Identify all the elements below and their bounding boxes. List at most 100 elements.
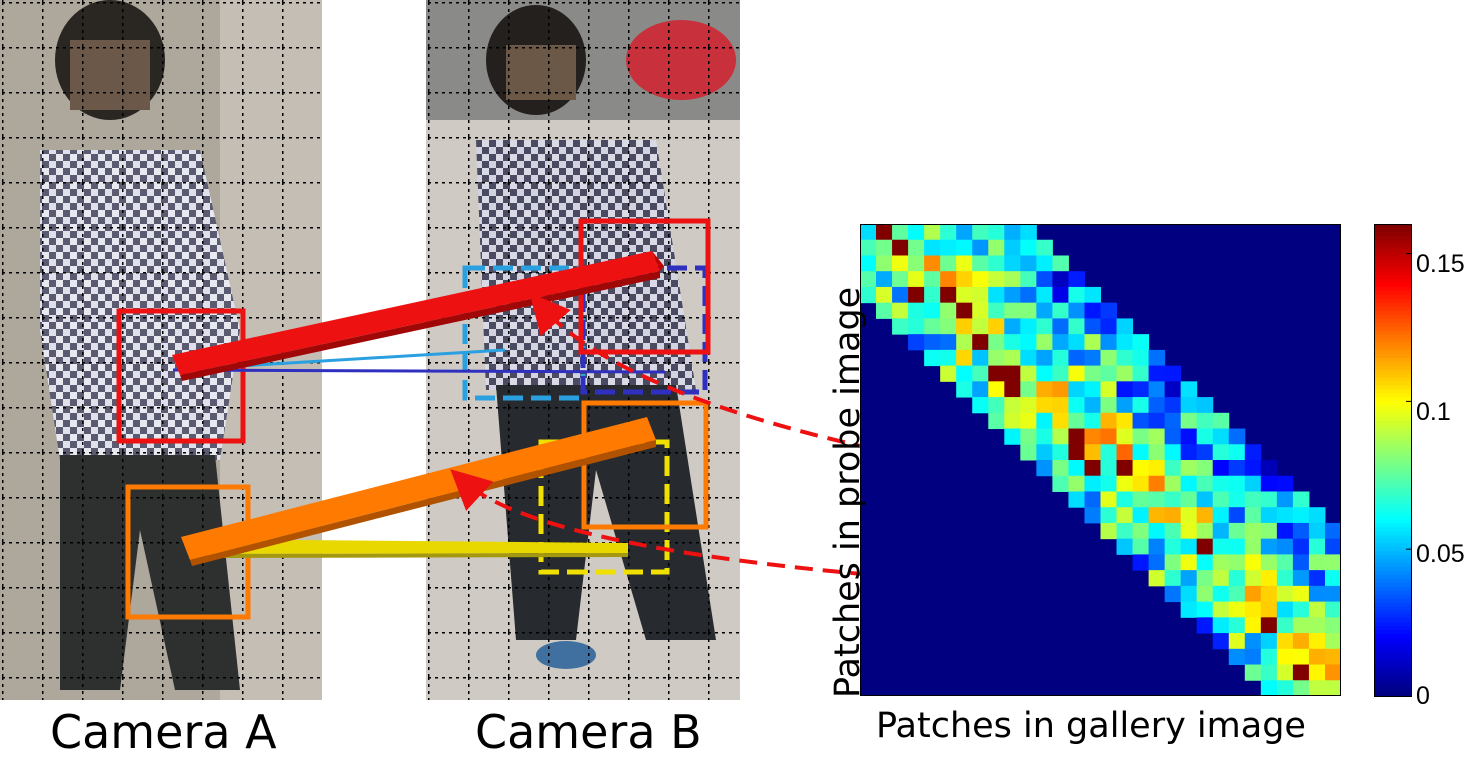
heatmap-cell [1228, 460, 1246, 477]
heatmap-cell [940, 365, 957, 382]
colorbar-segment [1374, 673, 1412, 679]
heatmap-cell [1308, 633, 1326, 650]
heatmap-cell [1116, 412, 1134, 430]
colorbar-segment [1374, 227, 1412, 233]
heatmap-cell [1036, 397, 1053, 414]
heatmap-cell [1052, 302, 1069, 319]
heatmap-cell [1132, 444, 1150, 461]
heatmap-cell [1292, 570, 1310, 587]
heatmap-cell [1212, 633, 1230, 650]
heatmap-cell [1164, 570, 1182, 587]
colorbar-segment [1374, 535, 1412, 541]
heatmap-cell [1068, 365, 1085, 382]
heatmap-cell [1228, 522, 1246, 540]
heatmap-cell [1100, 428, 1118, 445]
heatmap-cell [1212, 444, 1230, 461]
heatmap-cell [1196, 475, 1214, 492]
colorbar-segment [1374, 527, 1412, 533]
heatmap-cell [988, 255, 1005, 272]
heatmap-cell [956, 271, 973, 288]
heatmap-cell [1020, 412, 1037, 430]
heatmap-cell [1308, 617, 1326, 634]
heatmap-cell [1004, 349, 1021, 367]
colorbar-segment [1374, 622, 1412, 628]
heatmap-cell [1260, 491, 1278, 508]
heatmap-cell [1148, 570, 1166, 587]
colorbar-segment [1374, 263, 1412, 269]
colorbar-segment [1374, 649, 1412, 655]
heatmap-cell [1260, 460, 1278, 477]
colorbar-segment [1374, 515, 1412, 521]
heatmap-cell [1132, 460, 1150, 477]
heatmap-cell [1180, 570, 1198, 587]
heatmap-cell [1004, 255, 1021, 272]
heatmap-cell [1100, 522, 1118, 540]
heatmap-cell [1292, 538, 1310, 555]
heatmap-cell [1132, 349, 1150, 367]
heatmap-cell [1132, 507, 1150, 524]
heatmap-cell [1292, 491, 1310, 508]
query-box-red-a [116, 308, 246, 444]
colorbar-segment [1374, 279, 1412, 285]
heatmap-cell [892, 286, 909, 304]
heatmap-cell [1324, 648, 1341, 666]
heatmap-cell [892, 239, 909, 256]
heatmap-cell [1116, 460, 1134, 477]
heatmap-cell [1116, 538, 1134, 555]
colorbar-segment [1374, 306, 1412, 312]
heatmap-cell [1196, 491, 1214, 508]
colorbar-segment [1374, 369, 1412, 375]
heatmap-cell [1180, 554, 1198, 571]
camera-b-caption: Camera B [475, 705, 702, 759]
heatmap-cell [1276, 507, 1294, 524]
colorbar-segment [1374, 543, 1412, 549]
heatmap-cell [1084, 286, 1101, 304]
heatmap-cell [1228, 428, 1246, 445]
link-orange-bar [181, 417, 656, 560]
heatmap-cell [1164, 475, 1182, 492]
heatmap-cell [924, 286, 941, 304]
colorbar-segment [1374, 326, 1412, 332]
heatmap-cell [1196, 617, 1214, 634]
heatmap-cell [876, 224, 893, 241]
heatmap-cell [988, 381, 1005, 398]
colorbar-segment [1374, 653, 1412, 659]
colorbar-segment [1374, 432, 1412, 438]
heatmap-cell [1052, 334, 1069, 351]
colorbar-segment [1374, 495, 1412, 501]
heatmap-cell [892, 255, 909, 272]
heatmap-cell [1148, 397, 1166, 414]
heatmap-cell [1228, 601, 1246, 618]
heatmap-cell [1116, 428, 1134, 445]
colorbar-segment [1374, 492, 1412, 497]
heatmap-cell [1020, 381, 1037, 398]
heatmap-cell [1116, 475, 1134, 492]
heatmap-cell [1212, 617, 1230, 634]
heatmap-cell [988, 239, 1005, 256]
heatmap-cell [1180, 507, 1198, 524]
heatmap-cell [1084, 412, 1101, 430]
heatmap-cell [908, 224, 925, 241]
colorbar-segment [1374, 322, 1412, 328]
heatmap-cell [1132, 334, 1150, 351]
heatmap-cell [924, 349, 941, 367]
colorbar-segment [1374, 618, 1412, 624]
heatmap-cell [1164, 507, 1182, 524]
heatmap-cell [908, 271, 925, 288]
heatmap-cell [1036, 334, 1053, 351]
heatmap-cell [1324, 585, 1341, 603]
heatmap-cell [892, 318, 909, 335]
colorbar-segment [1374, 425, 1412, 430]
colorbar-segment [1374, 476, 1412, 482]
heatmap-cell [1036, 255, 1053, 272]
colorbar-segment [1374, 456, 1412, 462]
heatmap-cell [1084, 475, 1101, 492]
heatmap-cell [1100, 507, 1118, 524]
heatmap-cell [1276, 538, 1294, 555]
heatmap-cell [972, 224, 989, 241]
colorbar-segment [1374, 665, 1412, 671]
heatmap-cell [1116, 444, 1134, 461]
heatmap-cell [1228, 648, 1246, 666]
heatmap-cell [1004, 302, 1021, 319]
colorbar-segment [1374, 346, 1412, 352]
